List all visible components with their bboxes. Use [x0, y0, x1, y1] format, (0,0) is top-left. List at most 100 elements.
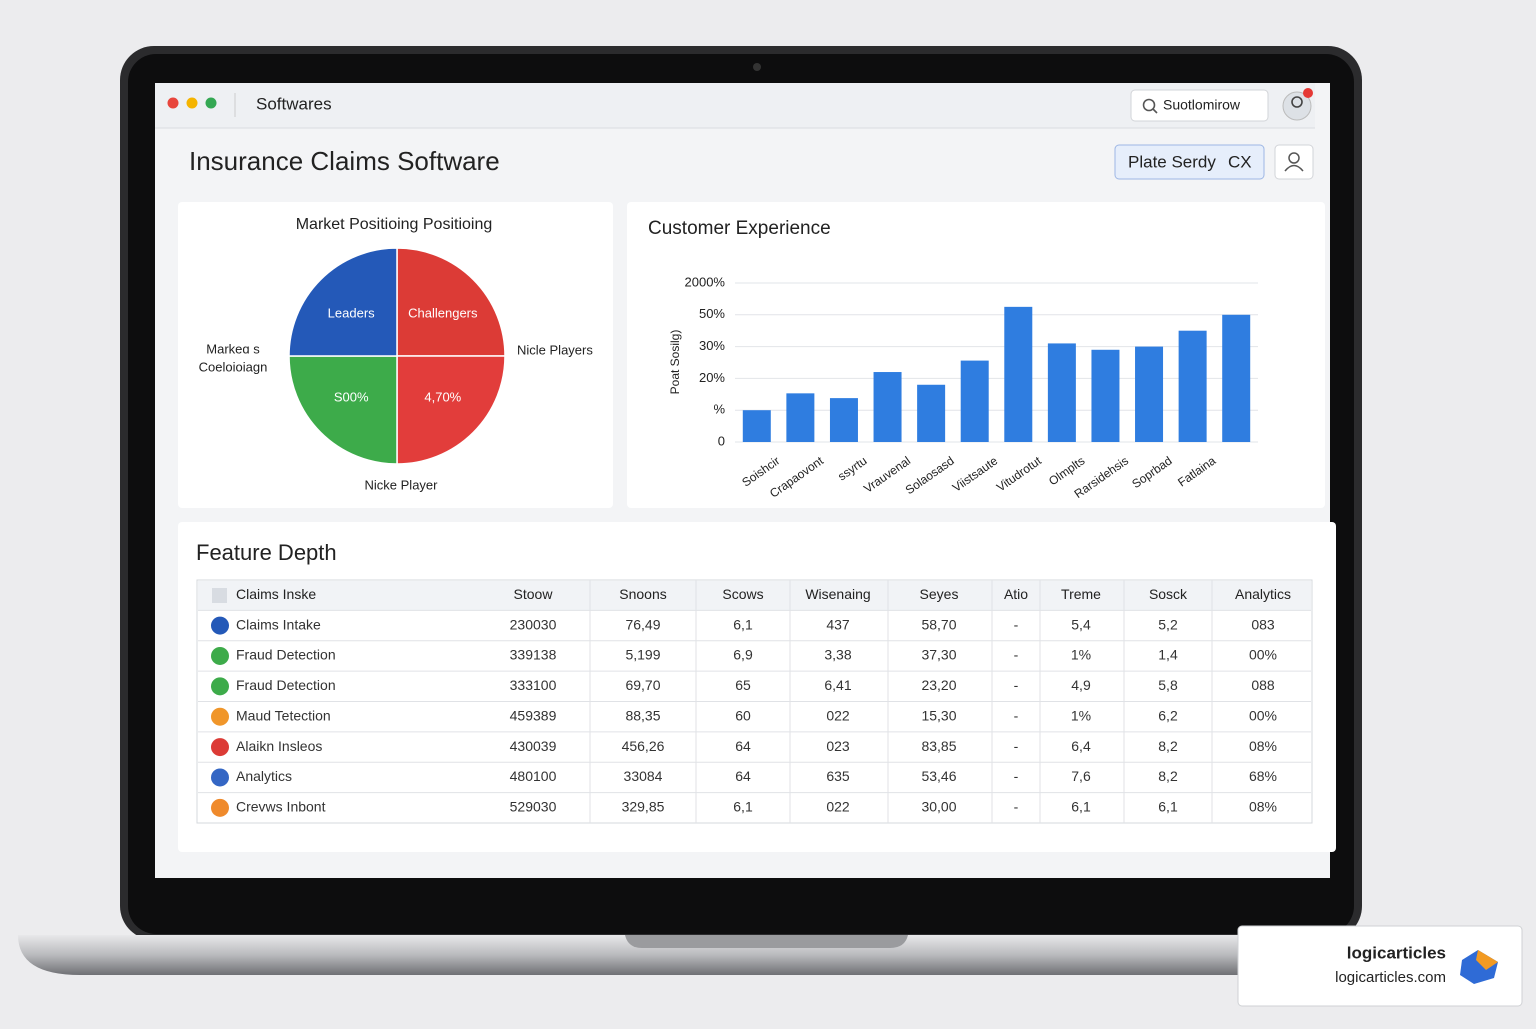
user-icon-body [1284, 164, 1304, 172]
bar [1004, 306, 1033, 442]
bar [960, 360, 989, 442]
table-cell: 023 [826, 738, 850, 754]
table-cell: 68% [1249, 768, 1277, 784]
bar [1091, 349, 1120, 442]
table-cell: 5,4 [1071, 616, 1091, 632]
table-cell: 1% [1071, 647, 1091, 663]
notification-dot [1303, 88, 1313, 98]
bar-title: Customer Experience [648, 218, 831, 239]
table-cell: 5,8 [1158, 677, 1178, 693]
window-minimize[interactable] [186, 97, 198, 109]
header-checkbox[interactable] [212, 588, 227, 603]
table-cell: Claims Intake [236, 616, 321, 632]
pie-annotation: Nicle Players [517, 342, 593, 357]
y-tick-label: 50% [699, 306, 725, 321]
table-cell: 6,9 [733, 647, 753, 663]
table-title: Feature Depth [196, 540, 337, 565]
table-cell: 8,2 [1158, 768, 1178, 784]
table-cell: 6,41 [824, 677, 851, 693]
badge-name: logicarticles [1347, 943, 1446, 962]
table-cell: 08% [1249, 799, 1277, 815]
search-icon-handle [1152, 108, 1158, 114]
column-header: Wisenaing [805, 586, 870, 602]
table-cell: 8,2 [1158, 738, 1178, 754]
laptop-notch [625, 935, 908, 948]
y-tick-label: % [713, 402, 725, 417]
table-cell: 00% [1249, 647, 1277, 663]
pie-chart: Market Positioing Positioing Markeɑ s Co… [199, 216, 594, 492]
table-cell: Maud Tetection [236, 707, 331, 723]
table-cell: 6,1 [1158, 799, 1178, 815]
search-box[interactable] [1130, 89, 1269, 122]
row-dot [211, 646, 229, 665]
column-header: Treme [1061, 586, 1101, 602]
table-cell: Fraud Detection [236, 647, 336, 663]
table-cell: 456,26 [622, 738, 665, 754]
table-cell: 022 [826, 799, 850, 815]
action-button[interactable] [1114, 144, 1265, 180]
table: Feature Depth Claims Inske Stoow Snoons Sco… [196, 540, 1313, 824]
table-cell: 529030 [510, 799, 557, 815]
table-cell: - [1014, 738, 1019, 754]
table-cell: 1% [1071, 707, 1091, 723]
pie-title: Market Positioing Positioing [296, 216, 493, 233]
badge [1237, 925, 1523, 1007]
user-button[interactable] [1274, 144, 1314, 180]
bar-card [627, 202, 1325, 508]
column-header: Sosck [1149, 586, 1188, 602]
search-icon [1142, 98, 1156, 112]
avatar-icon [1291, 96, 1303, 108]
bar [1178, 330, 1207, 442]
badge-url: logicarticles.com [1335, 969, 1446, 986]
table-cell: 6,1 [1071, 799, 1091, 815]
table-cell: 088 [1251, 677, 1275, 693]
pie-annotation: Nicke Player [365, 477, 439, 492]
table-cell: 5,199 [625, 647, 660, 663]
table-cell: 4,9 [1071, 677, 1091, 693]
column-header: Seyes [920, 586, 959, 602]
table-cell: 230030 [510, 616, 557, 632]
table-cell: 6,2 [1158, 707, 1178, 723]
y-tick-label: 30% [699, 338, 725, 353]
bar [1135, 346, 1164, 442]
table-cell: 6,4 [1071, 738, 1091, 754]
table-cell: Analytics [236, 768, 292, 784]
table-cell: 083 [1251, 616, 1275, 632]
y-tick-label: 20% [699, 370, 725, 385]
table-cell: 6,1 [733, 799, 753, 815]
row-dot [211, 798, 229, 817]
table-cell: 88,35 [625, 707, 660, 723]
table-cell: 430039 [510, 738, 557, 754]
table-cell: 58,70 [921, 616, 956, 632]
slice-label: Challengers [408, 305, 478, 320]
window-close[interactable] [167, 97, 179, 109]
action-button-label: Plate Serdy [1128, 152, 1216, 171]
row-dot [211, 677, 229, 696]
table-cell: 022 [826, 707, 850, 723]
table-cell: - [1014, 677, 1019, 693]
avatar[interactable] [1282, 91, 1312, 121]
pie-slice [288, 247, 398, 357]
table-cell: 37,30 [921, 647, 956, 663]
pie-annotation: Coeloioiagn [199, 359, 268, 374]
table-cell: Fraud Detection [236, 677, 336, 693]
pie-slice [396, 355, 506, 465]
table-cell: 437 [826, 616, 850, 632]
table-cell: - [1014, 707, 1019, 723]
slice-label: S00% [334, 389, 369, 404]
top-bar [155, 83, 1315, 128]
table-cell: 08% [1249, 738, 1277, 754]
table-cell: 339138 [510, 647, 557, 663]
table-cell: 33084 [624, 768, 663, 784]
bar [829, 398, 858, 442]
table-cell: 6,1 [733, 616, 753, 632]
table-cell: 635 [826, 768, 850, 784]
table-cell: 329,85 [622, 799, 665, 815]
bar [1222, 314, 1251, 442]
table-cell: 69,70 [625, 677, 660, 693]
window-maximize[interactable] [205, 97, 217, 109]
pie-slice [396, 247, 506, 357]
table-header-row [198, 581, 1311, 610]
row-dot [211, 616, 229, 635]
